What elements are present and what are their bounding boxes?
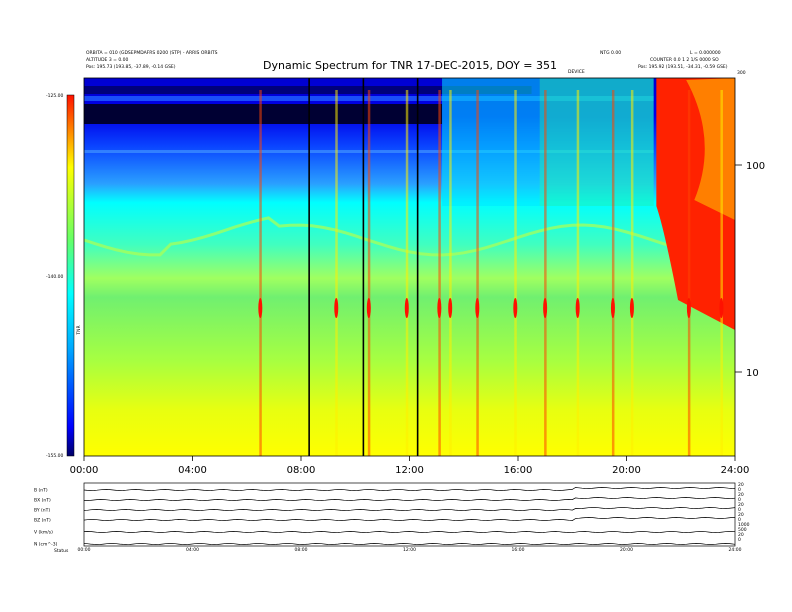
x-tick-label-2: 08:00 xyxy=(287,465,316,476)
burst-core-12 xyxy=(686,298,691,318)
green-region xyxy=(539,78,654,206)
header-right-small: DEVICE xyxy=(568,69,585,75)
status-label: Status xyxy=(54,548,69,554)
panel-trace-5 xyxy=(83,543,736,545)
burst-0 xyxy=(259,90,262,456)
burst-7 xyxy=(514,90,517,456)
panel-x-tick-2: 08:00 xyxy=(295,547,308,553)
panel-right-tick-0: 20 xyxy=(738,482,744,488)
panel-x-tick-6: 24:00 xyxy=(729,547,742,553)
panel-trace-1 xyxy=(83,497,736,501)
burst-core-9 xyxy=(575,298,580,318)
panel-right-tick-6: 20 xyxy=(738,512,744,518)
burst-core-7 xyxy=(513,298,518,318)
burst-12 xyxy=(687,90,691,456)
header-right-2: L = 0.000000 xyxy=(690,50,721,56)
burst-3 xyxy=(405,90,409,456)
x-tick-label-0: 00:00 xyxy=(70,465,99,476)
header-left-3: Pos: 195.73 (193.85, -37.89, -0.14 GSE) xyxy=(86,64,176,70)
panel-label-5: N (cm^-3) xyxy=(34,542,58,548)
burst-13 xyxy=(720,90,723,456)
burst-core-11 xyxy=(629,298,634,318)
colorbar-fill xyxy=(66,94,75,457)
burst-5 xyxy=(449,90,452,456)
x-tick-label-5: 20:00 xyxy=(612,465,641,476)
burst-core-6 xyxy=(475,298,480,318)
header-left-1: ORBITA = 010 (GDSEPMDAFRS 0200 (STP) - A… xyxy=(86,50,218,56)
burst-core-4 xyxy=(437,298,442,318)
panel-right-tick-9: 500 xyxy=(738,527,747,533)
panel-right-tick-4: 20 xyxy=(738,502,744,508)
colorbar-tick-bottom: -155.00 xyxy=(46,453,64,459)
chart-title: Dynamic Spectrum for TNR 17-DEC-2015, DO… xyxy=(263,59,557,72)
burst-core-1 xyxy=(334,298,339,318)
panel-right-tick-3: 0 xyxy=(738,497,741,503)
panel-right-tick-2: 20 xyxy=(738,492,744,498)
lower-panel-frame xyxy=(83,482,736,547)
colorbar-label: TNR xyxy=(76,325,82,335)
dark-band xyxy=(84,104,443,124)
burst-core-13 xyxy=(719,298,724,318)
y-tick-100: 100 xyxy=(746,161,765,172)
header-right-3: COUNTER 0.0 1 2 1/S 0000 SO xyxy=(650,57,719,63)
panel-right-tick-1: 0 xyxy=(738,487,741,493)
x-tick-label-6: 24:00 xyxy=(721,465,750,476)
panel-right-tick-7: 0 xyxy=(738,517,741,523)
burst-9 xyxy=(576,90,580,456)
panel-x-tick-1: 04:00 xyxy=(186,547,199,553)
burst-10 xyxy=(611,90,615,456)
panel-x-tick-4: 16:00 xyxy=(512,547,525,553)
panel-label-2: BY (nT) xyxy=(34,508,50,514)
panel-label-3: BZ (nT) xyxy=(34,518,51,524)
x-tick-label-3: 12:00 xyxy=(395,465,424,476)
panel-right-tick-11: 0 xyxy=(738,537,741,543)
panel-trace-2 xyxy=(83,507,736,511)
burst-core-5 xyxy=(448,298,453,318)
panel-label-4: V (km/s) xyxy=(34,530,53,536)
colorbar-tick-top: -125.00 xyxy=(46,93,64,99)
burst-core-3 xyxy=(404,298,409,318)
burst-2 xyxy=(367,90,371,456)
lower-panels: B (nT) BX (nT) BY (nT) BZ (nT) V (km/s) N (cm… xyxy=(34,482,750,553)
burst-core-2 xyxy=(366,298,371,318)
burst-4 xyxy=(438,90,441,456)
burst-6 xyxy=(476,90,479,456)
colorbar-tick-mid: -140.00 xyxy=(46,274,64,280)
panel-right-tick-10: 20 xyxy=(738,532,744,538)
panel-trace-4 xyxy=(83,531,736,533)
header-right-1: NTG 0.00 xyxy=(600,50,621,56)
burst-11 xyxy=(630,90,634,456)
panel-label-0: B (nT) xyxy=(34,488,48,494)
x-tick-label-1: 04:00 xyxy=(178,465,207,476)
header-left-2: ALTITUDE 3 = 0.00 xyxy=(86,57,128,63)
panel-trace-3 xyxy=(83,517,736,521)
burst-1 xyxy=(335,90,338,456)
burst-core-10 xyxy=(610,298,615,318)
header-right-4: Pos: 195.92 (193.51, -34.31, -0.59 GSE) xyxy=(638,64,728,70)
spectrogram xyxy=(83,78,736,456)
x-axis: 00:00 04:00 08:00 12:00 16:00 20:00 24:00 xyxy=(70,456,750,476)
panel-right-tick-5: 0 xyxy=(738,507,741,513)
panel-label-1: BX (nT) xyxy=(34,498,51,504)
y-top-label: 300 xyxy=(737,70,746,76)
burst-core-0 xyxy=(258,298,263,318)
panel-right-tick-8: 1000 xyxy=(738,522,750,528)
x-tick-label-4: 16:00 xyxy=(504,465,533,476)
panel-x-tick-0: 00:00 xyxy=(78,547,91,553)
burst-8 xyxy=(544,90,547,456)
y-tick-10: 10 xyxy=(746,368,759,379)
top-band xyxy=(84,86,532,94)
panel-x-tick-3: 12:00 xyxy=(403,547,416,553)
panel-x-tick-5: 20:00 xyxy=(620,547,633,553)
plasma-line xyxy=(83,216,736,257)
burst-core-8 xyxy=(543,298,548,318)
panel-trace-0 xyxy=(83,487,736,491)
